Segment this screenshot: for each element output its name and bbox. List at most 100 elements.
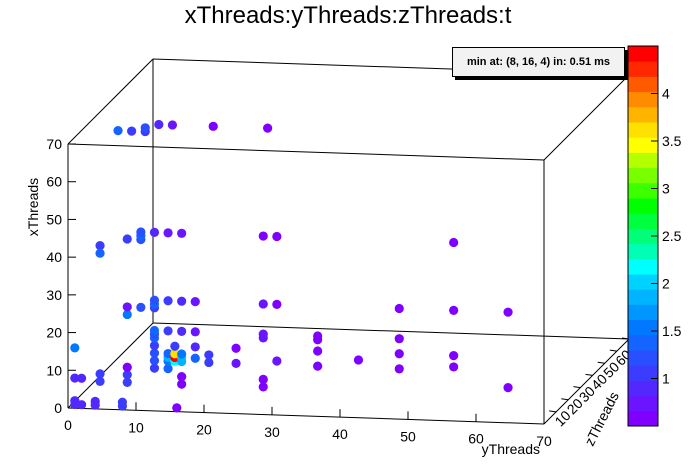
data-point: [503, 383, 513, 393]
x-tick-label: 50: [400, 428, 416, 444]
color-bar-segment: [628, 61, 658, 77]
color-bar-segment: [628, 76, 658, 93]
color-bar-segment: [628, 122, 658, 138]
data-point: [95, 369, 105, 379]
data-point: [231, 358, 241, 368]
data-point: [149, 356, 160, 366]
y-tick-label: 40: [46, 249, 62, 265]
color-bar-segment: [628, 365, 658, 381]
data-point: [353, 355, 364, 365]
data-point: [177, 228, 187, 238]
color-bar-tick-label: 3: [662, 181, 670, 197]
data-point: [272, 356, 282, 366]
y-tick-label: 50: [46, 211, 62, 227]
data-point: [258, 382, 268, 392]
y-tick-label: 0: [54, 400, 62, 416]
data-point: [70, 343, 80, 353]
min-annotation-text: min at: (8, 16, 4) in: 0.51 ms: [466, 56, 611, 68]
data-point: [117, 397, 127, 407]
data-point: [122, 377, 132, 387]
data-point: [149, 348, 160, 358]
x-tick-label: 70: [536, 433, 552, 449]
data-point: [163, 364, 173, 374]
data-point: [90, 400, 100, 410]
y-tick-label: 70: [46, 136, 62, 152]
data-point: [70, 373, 80, 383]
data-point: [258, 231, 268, 241]
color-bar-segment: [628, 258, 658, 275]
color-bar-segment: [628, 213, 658, 229]
x-tick-label: 30: [264, 424, 280, 440]
data-point: [394, 364, 404, 374]
color-bar-segment: [628, 274, 658, 290]
data-point: [190, 342, 200, 352]
data-point: [208, 121, 218, 131]
data-point: [394, 334, 404, 344]
data-point: [136, 227, 146, 237]
data-point: [258, 299, 268, 309]
y-tick-label: 20: [46, 325, 62, 341]
color-bar-segment: [628, 350, 658, 366]
z-tick-mark: [549, 410, 557, 413]
color-bar-segment: [628, 395, 658, 412]
data-point: [449, 362, 459, 372]
x-tick-label: 0: [64, 417, 72, 433]
data-point: [172, 403, 182, 413]
frame-edge: [67, 322, 154, 409]
data-point: [177, 296, 187, 306]
data-point: [263, 123, 273, 133]
data-point: [177, 372, 187, 382]
color-bar-segment: [628, 380, 658, 397]
color-bar-tick-label: 4: [662, 86, 670, 102]
data-point: [113, 126, 123, 136]
data-point: [258, 333, 268, 343]
data-point: [122, 362, 132, 372]
data-point: [122, 234, 132, 244]
color-bar-segment: [628, 319, 658, 336]
color-bar-tick-label: 1.5: [662, 323, 682, 339]
data-points: [70, 119, 513, 413]
frame-edge: [543, 74, 630, 161]
y-tick-label: 30: [46, 287, 62, 303]
data-point: [231, 343, 241, 353]
color-bar-segment: [628, 137, 658, 153]
x-axis-label: yThreads: [482, 441, 540, 457]
frame-edge: [152, 322, 630, 340]
data-point: [163, 228, 173, 238]
data-point: [154, 119, 164, 130]
color-bar-segment: [628, 289, 658, 305]
min-annotation-box: min at: (8, 16, 4) in: 0.51 ms: [452, 47, 625, 77]
data-point: [394, 303, 404, 314]
y-tick-label: 60: [46, 174, 62, 190]
data-point: [149, 363, 160, 373]
data-point: [70, 396, 80, 406]
data-point: [136, 302, 146, 312]
color-bar-segment: [628, 46, 658, 62]
data-point: [503, 307, 513, 317]
z-tick-mark: [561, 398, 569, 401]
color-bar-tick-label: 1: [662, 371, 670, 387]
chart-title: xThreads:yThreads:zThreads:t: [184, 2, 512, 29]
data-point: [149, 227, 160, 237]
data-point: [177, 326, 187, 336]
data-point: [272, 231, 282, 242]
data-point: [163, 348, 173, 359]
z-tick-mark: [597, 361, 605, 364]
data-point: [170, 349, 180, 359]
color-bar-segment: [628, 410, 658, 427]
color-bar-segment: [628, 167, 658, 184]
data-point: [95, 248, 105, 258]
x-tick-label: 10: [128, 419, 144, 435]
data-point: [95, 241, 105, 251]
data-point: [167, 120, 178, 130]
data-point: [313, 361, 323, 371]
color-bar-segment: [628, 228, 658, 245]
data-point: [190, 297, 200, 307]
frame-edge: [543, 338, 630, 425]
data-point: [258, 374, 268, 384]
data-point: [190, 327, 200, 337]
frame-edge: [67, 58, 154, 145]
color-bar-segment: [628, 182, 658, 199]
data-point: [77, 373, 87, 383]
